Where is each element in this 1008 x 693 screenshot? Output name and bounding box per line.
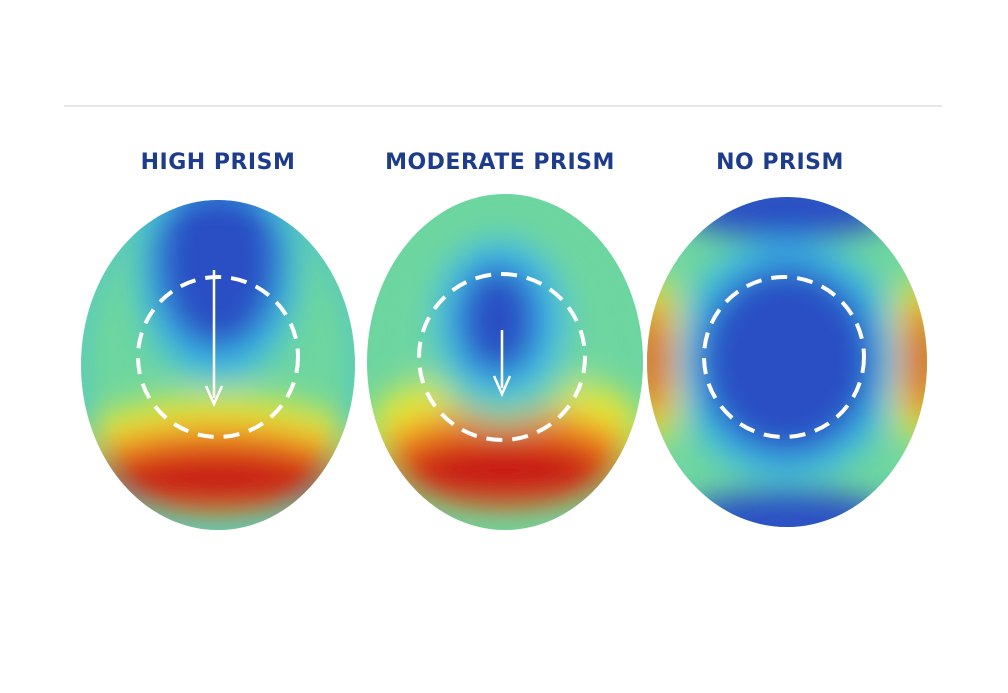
arrow-high bbox=[204, 270, 224, 408]
map-no-prism bbox=[647, 197, 927, 527]
title-moderate-prism: MODERATE PRISM bbox=[385, 150, 615, 175]
map-moderate-prism bbox=[367, 194, 643, 530]
title-no-prism: NO PRISM bbox=[716, 150, 844, 175]
dashed-circle-moderate bbox=[417, 272, 587, 442]
divider-line bbox=[64, 105, 942, 107]
arrow-moderate bbox=[492, 330, 512, 398]
title-high-prism: HIGH PRISM bbox=[140, 150, 296, 175]
dashed-circle-none bbox=[702, 275, 866, 439]
dashed-circle-high bbox=[136, 275, 300, 439]
map-high-prism bbox=[81, 200, 355, 530]
